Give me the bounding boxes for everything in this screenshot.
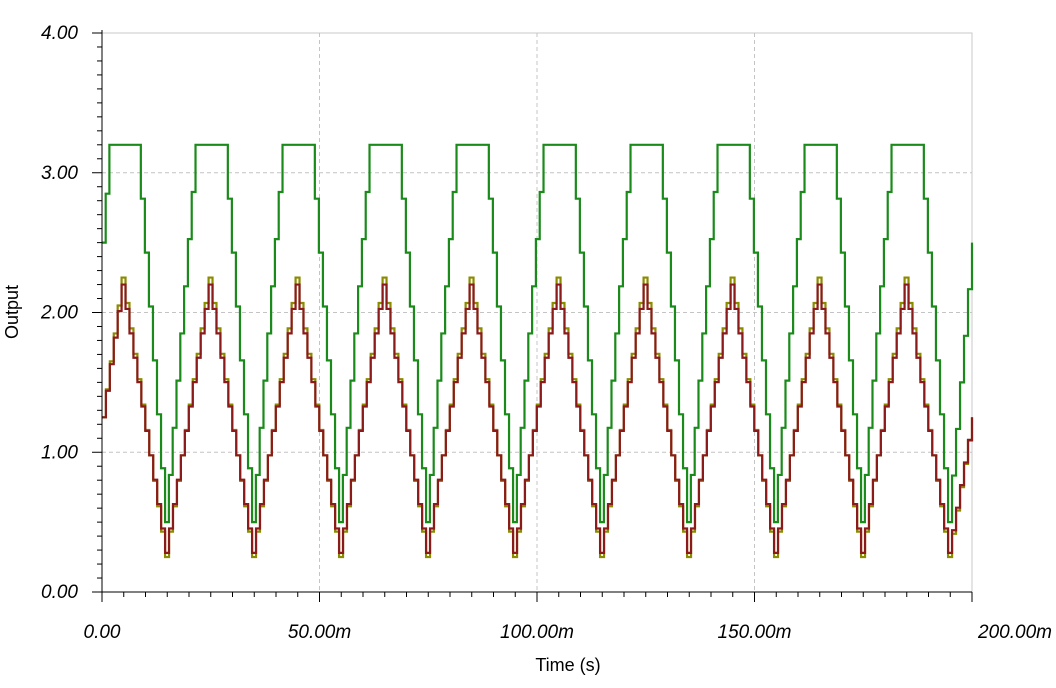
series-layer: [102, 143, 974, 559]
x-tick-label: 200.00m: [977, 622, 1052, 643]
y-tick-label: 3.00: [41, 163, 78, 184]
x-axis-title: Time (s): [535, 655, 600, 675]
x-tick-label: 0.00: [84, 622, 121, 643]
y-tick-label: 2.00: [40, 303, 78, 324]
y-tick-label: 0.00: [41, 582, 78, 603]
y-tick-label: 1.00: [41, 442, 78, 463]
x-tick-label: 150.00m: [718, 622, 792, 643]
y-tick-label: 4.00: [41, 23, 78, 44]
series-line-3: [102, 283, 974, 554]
x-tick-label: 50.00m: [288, 622, 351, 643]
x-tick-label: 100.00m: [500, 622, 574, 643]
y-axis-title: Output: [2, 285, 22, 339]
grid: [102, 33, 972, 592]
axes: 0.00 1.00 2.00 3.00 4.00 0.00 50.00m 100.00m 150…: [40, 23, 1052, 643]
series-line-1: [102, 143, 974, 524]
